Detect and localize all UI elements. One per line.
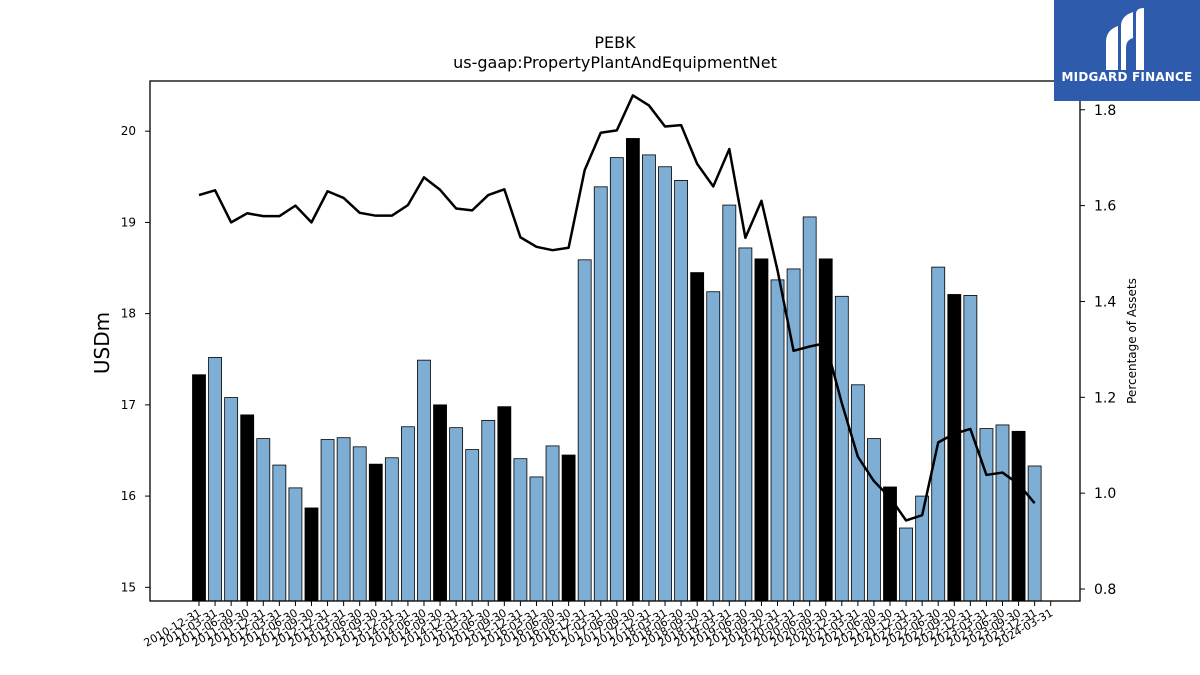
bar-2016-03-31: [529, 476, 544, 602]
bar-2022-09-30: [947, 294, 962, 602]
bar-2012-09-30: [304, 507, 319, 602]
plot-frame: [149, 80, 1081, 602]
chart-title: PEBK: [594, 33, 636, 52]
line-layer: [198, 94, 1036, 522]
x-ticks-layer: 2010-12-312011-03-312011-06-302011-09-30…: [142, 601, 1055, 650]
y-tick-label: 18: [121, 307, 136, 321]
bar-2017-12-31: [642, 154, 656, 602]
midgard-finance-logo: MIDGARD FINANCE: [1054, 0, 1200, 101]
bar-2014-09-30: [433, 404, 447, 602]
y2-tick-label: 1.0: [1094, 486, 1116, 502]
bar-2015-09-30: [497, 406, 512, 602]
bar-2023-12-31: [1027, 465, 1042, 602]
bar-2018-09-30: [690, 272, 705, 602]
bar-2016-06-30: [545, 445, 560, 602]
bar-2015-06-30: [481, 419, 496, 602]
bar-2016-09-30: [561, 454, 576, 602]
bar-2013-09-30: [368, 463, 383, 602]
bar-2018-03-31: [658, 166, 672, 602]
bar-2022-06-30: [931, 266, 946, 602]
y-tick-label: 19: [121, 215, 136, 229]
axes-layer: 15 16 17 18 19 20 0.8 1.0 1.2 1.4 1.6 1.8: [121, 80, 1116, 602]
y-tick-label: 15: [121, 580, 136, 594]
bar-2011-09-30: [240, 414, 255, 602]
bar-2021-06-30: [867, 438, 881, 602]
bar-2011-03-31: [208, 357, 222, 602]
y-tick-label: 20: [121, 124, 136, 138]
bar-2021-12-31: [899, 527, 913, 602]
bar-2020-06-30: [802, 216, 817, 602]
bar-2012-06-30: [288, 487, 303, 602]
bar-2014-12-31: [449, 427, 464, 602]
bar-2011-12-31: [256, 438, 271, 602]
bar-2019-06-30: [738, 247, 753, 602]
midgard-logo-icon: [1106, 8, 1144, 70]
bar-2018-06-30: [674, 180, 688, 602]
bar-2012-03-31: [272, 464, 287, 602]
y2-tick-label: 1.4: [1094, 294, 1116, 310]
bar-2015-12-31: [513, 458, 528, 602]
bar-2023-06-30: [995, 424, 1010, 602]
bar-2020-03-31: [786, 268, 801, 602]
y-tick-label: 16: [121, 489, 136, 503]
bar-2017-03-31: [593, 186, 608, 602]
bar-2017-09-30: [625, 138, 640, 602]
bar-2020-09-30: [818, 258, 833, 602]
bar-2023-09-30: [1011, 430, 1026, 602]
bar-2016-12-31: [577, 259, 592, 602]
bar-2022-12-31: [963, 294, 978, 602]
y2-tick-label: 1.6: [1094, 199, 1116, 215]
y2-tick-label: 1.8: [1094, 103, 1116, 119]
bar-2023-03-31: [979, 428, 994, 602]
bar-2015-03-31: [465, 449, 480, 602]
logo-text: MIDGARD FINANCE: [1061, 70, 1193, 84]
bar-2013-03-31: [336, 437, 351, 602]
bar-2010-12-31: [192, 374, 206, 602]
bar-2014-06-30: [417, 359, 431, 602]
y2-axis-label: Percentage of Assets: [1125, 278, 1139, 404]
bar-2019-03-31: [722, 204, 737, 602]
bar-2013-12-31: [384, 457, 399, 602]
bar-2011-06-30: [224, 397, 239, 602]
bar-2021-03-31: [850, 384, 865, 602]
y-axis-label: USDm: [90, 312, 114, 374]
bar-2012-12-31: [320, 439, 335, 602]
bar-2017-06-30: [609, 157, 624, 602]
bar-2013-06-30: [352, 446, 367, 602]
bar-2018-12-31: [706, 291, 721, 602]
y2-tick-label: 1.2: [1094, 390, 1116, 406]
bar-2019-12-31: [770, 279, 785, 602]
y-tick-label: 17: [121, 398, 136, 412]
percentage-line: [198, 94, 1036, 522]
y2-tick-label: 0.8: [1094, 582, 1116, 598]
chart-subtitle: us-gaap:PropertyPlantAndEquipmentNet: [453, 53, 777, 72]
bar-2020-12-31: [834, 295, 849, 602]
bar-2019-09-30: [754, 258, 769, 602]
bar-2014-03-31: [401, 426, 415, 602]
